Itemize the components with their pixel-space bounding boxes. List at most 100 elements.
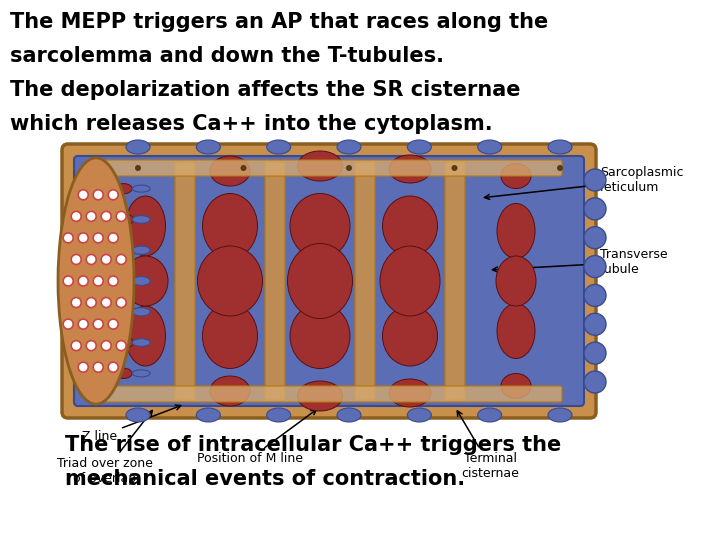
Ellipse shape: [290, 193, 350, 259]
Ellipse shape: [78, 319, 89, 329]
Ellipse shape: [126, 408, 150, 422]
Ellipse shape: [380, 246, 440, 316]
Text: The MEPP triggers an AP that races along the: The MEPP triggers an AP that races along…: [10, 12, 548, 32]
Ellipse shape: [78, 276, 89, 286]
Text: Z line: Z line: [82, 405, 181, 443]
Text: Terminal
cisternae: Terminal cisternae: [457, 411, 519, 480]
Ellipse shape: [346, 165, 352, 171]
Ellipse shape: [287, 244, 353, 319]
Ellipse shape: [102, 211, 111, 221]
Ellipse shape: [115, 275, 137, 287]
Ellipse shape: [115, 245, 135, 256]
Ellipse shape: [115, 306, 135, 318]
Ellipse shape: [389, 379, 431, 407]
FancyBboxPatch shape: [62, 144, 596, 418]
Ellipse shape: [382, 306, 438, 366]
Ellipse shape: [132, 276, 150, 286]
Text: The depolarization affects the SR cisternae: The depolarization affects the SR cister…: [10, 80, 521, 100]
Ellipse shape: [93, 319, 103, 329]
FancyBboxPatch shape: [96, 160, 562, 176]
Ellipse shape: [71, 211, 81, 221]
Ellipse shape: [584, 255, 606, 278]
Ellipse shape: [102, 341, 111, 350]
Ellipse shape: [584, 198, 606, 220]
Ellipse shape: [116, 298, 126, 308]
Ellipse shape: [71, 298, 81, 308]
Ellipse shape: [123, 256, 168, 306]
Ellipse shape: [86, 211, 96, 221]
Ellipse shape: [132, 215, 150, 223]
Ellipse shape: [58, 158, 134, 404]
Ellipse shape: [210, 156, 250, 186]
Ellipse shape: [115, 337, 134, 348]
Ellipse shape: [497, 204, 535, 259]
Ellipse shape: [389, 155, 431, 183]
Ellipse shape: [584, 313, 606, 335]
Ellipse shape: [197, 246, 263, 316]
Ellipse shape: [584, 371, 606, 393]
Ellipse shape: [115, 214, 134, 225]
Ellipse shape: [290, 303, 350, 368]
Text: which releases Ca++ into the cytoplasm.: which releases Ca++ into the cytoplasm.: [10, 114, 492, 134]
Ellipse shape: [108, 319, 118, 329]
Ellipse shape: [125, 306, 166, 366]
FancyBboxPatch shape: [265, 162, 285, 400]
Text: Triad over zone
of overlap: Triad over zone of overlap: [57, 410, 153, 485]
FancyBboxPatch shape: [74, 156, 584, 406]
Ellipse shape: [337, 140, 361, 154]
Ellipse shape: [477, 140, 502, 154]
Ellipse shape: [102, 298, 111, 308]
Ellipse shape: [108, 233, 118, 243]
Text: sarcolemma and down the T-tubules.: sarcolemma and down the T-tubules.: [10, 46, 444, 66]
Ellipse shape: [584, 169, 606, 191]
Ellipse shape: [63, 233, 73, 243]
Ellipse shape: [408, 408, 431, 422]
Text: The rise of intracellular Ca++ triggers the: The rise of intracellular Ca++ triggers …: [65, 435, 562, 455]
Ellipse shape: [382, 196, 438, 256]
FancyBboxPatch shape: [96, 386, 562, 402]
Ellipse shape: [202, 303, 258, 368]
Ellipse shape: [132, 185, 150, 192]
Ellipse shape: [116, 254, 126, 265]
Ellipse shape: [71, 254, 81, 265]
Ellipse shape: [497, 303, 535, 359]
Ellipse shape: [78, 190, 89, 200]
Ellipse shape: [108, 362, 118, 372]
Text: Transverse
tubule: Transverse tubule: [492, 248, 667, 276]
Ellipse shape: [197, 140, 220, 154]
Ellipse shape: [548, 140, 572, 154]
FancyBboxPatch shape: [445, 162, 465, 400]
Ellipse shape: [132, 339, 150, 346]
Ellipse shape: [297, 151, 343, 181]
Ellipse shape: [116, 341, 126, 350]
Text: mechanical events of contraction.: mechanical events of contraction.: [65, 469, 465, 489]
Ellipse shape: [108, 276, 118, 286]
Ellipse shape: [477, 408, 502, 422]
Ellipse shape: [63, 319, 73, 329]
Ellipse shape: [63, 276, 73, 286]
Ellipse shape: [86, 341, 96, 350]
Ellipse shape: [584, 285, 606, 306]
Ellipse shape: [451, 165, 457, 171]
Ellipse shape: [584, 342, 606, 364]
Ellipse shape: [132, 370, 150, 377]
Ellipse shape: [132, 308, 150, 316]
Ellipse shape: [102, 254, 111, 265]
Ellipse shape: [501, 374, 531, 399]
Ellipse shape: [266, 408, 291, 422]
Ellipse shape: [135, 165, 141, 171]
FancyBboxPatch shape: [355, 162, 375, 400]
Text: Sarcoplasmic
reticulum: Sarcoplasmic reticulum: [485, 166, 683, 199]
Ellipse shape: [78, 362, 89, 372]
Ellipse shape: [115, 184, 132, 194]
Ellipse shape: [86, 298, 96, 308]
Ellipse shape: [71, 341, 81, 350]
Ellipse shape: [93, 233, 103, 243]
Ellipse shape: [548, 408, 572, 422]
Ellipse shape: [297, 381, 343, 411]
Ellipse shape: [408, 140, 431, 154]
Ellipse shape: [266, 140, 291, 154]
Ellipse shape: [108, 190, 118, 200]
Ellipse shape: [93, 362, 103, 372]
Ellipse shape: [93, 190, 103, 200]
